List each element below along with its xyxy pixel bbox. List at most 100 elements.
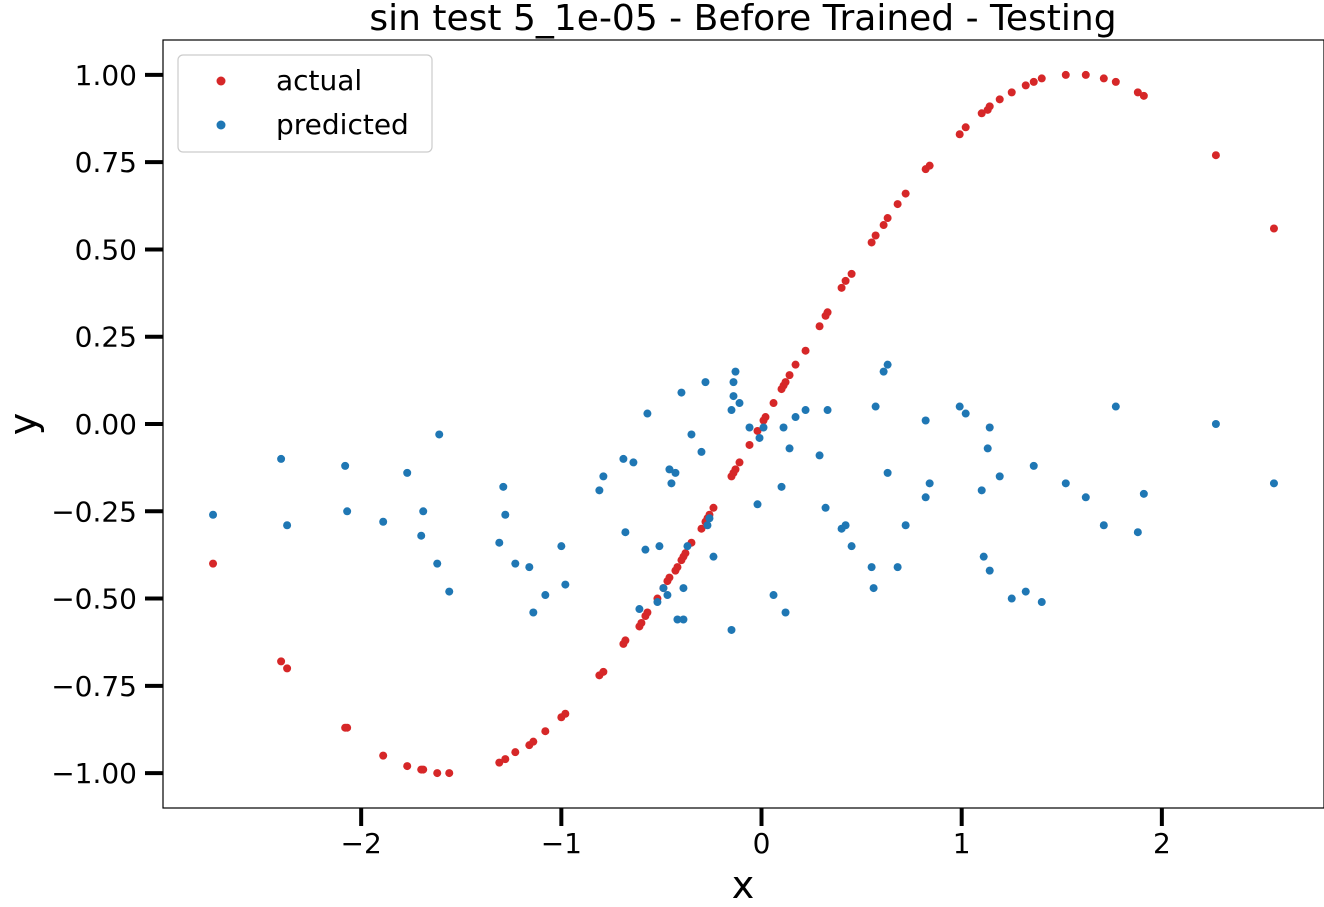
- y-tick-label: 0.25: [75, 321, 137, 354]
- predicted-point: [665, 465, 674, 474]
- actual-point: [277, 657, 286, 666]
- predicted-point: [495, 538, 504, 547]
- actual-point: [681, 549, 690, 558]
- actual-point: [1111, 77, 1120, 86]
- actual-point: [419, 765, 428, 774]
- predicted-point: [755, 433, 764, 442]
- predicted-point: [697, 447, 706, 456]
- actual-point: [1269, 224, 1278, 233]
- predicted-point: [995, 472, 1004, 481]
- predicted-point: [921, 493, 930, 502]
- actual-point: [995, 95, 1004, 104]
- actual-point: [283, 664, 292, 673]
- predicted-point: [985, 566, 994, 575]
- predicted-point: [801, 406, 810, 415]
- predicted-point: [525, 563, 534, 572]
- predicted-point: [679, 615, 688, 624]
- actual-point: [1037, 74, 1046, 83]
- actual-point: [985, 102, 994, 111]
- predicted-point: [1037, 598, 1046, 607]
- predicted-point: [977, 486, 986, 495]
- predicted-point: [731, 367, 740, 376]
- x-axis-label: x: [732, 863, 755, 907]
- actual-point: [621, 636, 630, 645]
- predicted-point: [869, 584, 878, 593]
- actual-point: [673, 563, 682, 572]
- predicted-point: [759, 423, 768, 432]
- actual-point: [541, 727, 550, 736]
- actual-point: [637, 618, 646, 627]
- predicted-point: [1139, 489, 1148, 498]
- y-tick-label: −0.50: [51, 583, 137, 616]
- predicted-point: [1133, 528, 1142, 537]
- predicted-point: [663, 591, 672, 600]
- series-predicted: [209, 360, 1278, 634]
- predicted-point: [779, 423, 788, 432]
- predicted-point: [745, 423, 754, 432]
- predicted-point: [985, 423, 994, 432]
- predicted-point: [1061, 479, 1070, 488]
- actual-point: [867, 238, 876, 247]
- actual-point: [847, 269, 856, 278]
- actual-point: [1099, 74, 1108, 83]
- actual-point: [379, 751, 388, 760]
- predicted-point: [781, 608, 790, 617]
- actual-point: [745, 440, 754, 449]
- actual-point: [801, 346, 810, 355]
- predicted-point: [727, 625, 736, 634]
- predicted-point: [701, 378, 710, 387]
- predicted-point: [1081, 493, 1090, 502]
- actual-point: [433, 769, 442, 778]
- predicted-point: [769, 591, 778, 600]
- predicted-point: [641, 545, 650, 554]
- predicted-point: [673, 615, 682, 624]
- predicted-point: [1111, 402, 1120, 411]
- actual-point: [769, 399, 778, 408]
- x-tick-label: −2: [341, 827, 382, 860]
- predicted-point: [901, 521, 910, 530]
- predicted-point: [687, 430, 696, 439]
- predicted-point: [671, 468, 680, 477]
- predicted-point: [209, 510, 218, 519]
- predicted-point: [419, 507, 428, 516]
- series-actual: [209, 70, 1278, 778]
- x-tick-label: 0: [753, 827, 771, 860]
- actual-point: [665, 573, 674, 582]
- x-tick-label: 1: [953, 827, 971, 860]
- actual-point: [753, 426, 762, 435]
- actual-point: [781, 378, 790, 387]
- predicted-point: [379, 517, 388, 526]
- actual-point: [1139, 91, 1148, 100]
- predicted-point: [595, 486, 604, 495]
- predicted-point: [791, 413, 800, 422]
- y-tick-label: 0.50: [75, 233, 137, 266]
- actual-point: [977, 109, 986, 118]
- actual-point: [823, 308, 832, 317]
- x-axis: −2 −1 0 1 2: [341, 808, 1171, 860]
- actual-point: [1081, 70, 1090, 79]
- predicted-point: [1211, 420, 1220, 428]
- y-tick-label: −0.75: [51, 670, 137, 703]
- x-tick-label: −1: [541, 827, 582, 860]
- predicted-point: [893, 563, 902, 572]
- predicted-point: [403, 468, 412, 477]
- legend-box: [177, 54, 433, 153]
- predicted-point: [705, 514, 714, 523]
- predicted-point: [511, 559, 520, 568]
- actual-point: [1021, 81, 1030, 90]
- predicted-point: [561, 580, 570, 589]
- predicted-point: [955, 402, 964, 411]
- predicted-point: [541, 591, 550, 600]
- predicted-point: [729, 378, 738, 387]
- y-tick-label: 0.00: [75, 408, 137, 441]
- predicted-point: [283, 521, 292, 530]
- y-axis: −1.00 −0.75 −0.50 −0.25 0.00 0.25 0.50 0.75 1.00: [51, 59, 163, 790]
- actual-point: [883, 214, 892, 223]
- actual-point: [511, 748, 520, 757]
- predicted-point: [1021, 587, 1030, 596]
- predicted-point: [667, 479, 676, 488]
- actual-point: [1061, 70, 1070, 79]
- actual-point: [1029, 77, 1038, 86]
- predicted-point: [683, 542, 692, 551]
- predicted-point: [823, 406, 832, 415]
